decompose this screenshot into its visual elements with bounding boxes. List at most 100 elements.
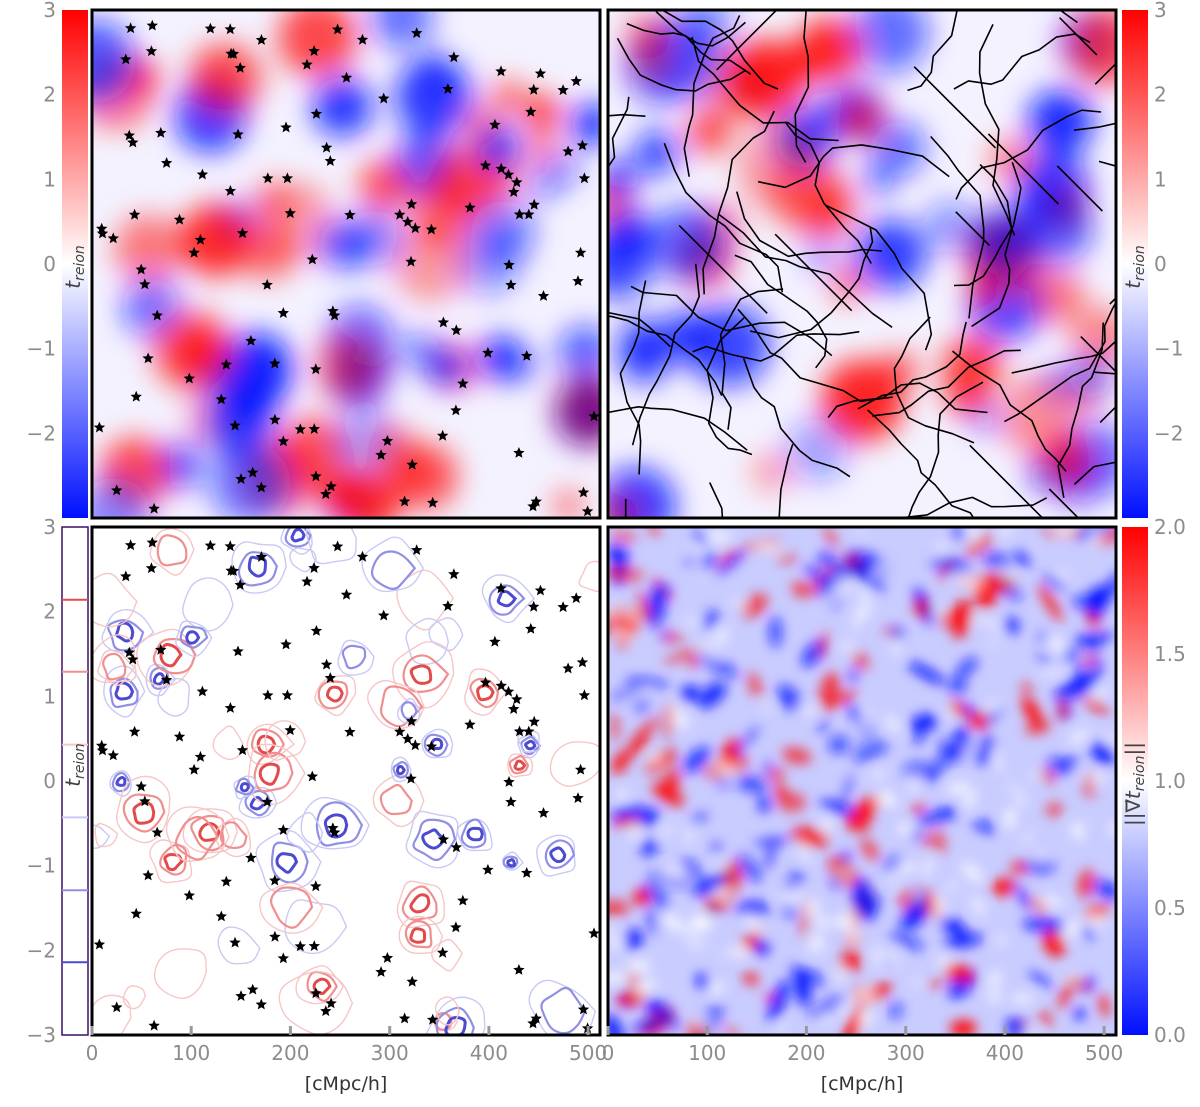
high-gradient-region <box>944 964 975 982</box>
colorbar-bottom-left-tick-label: 1 <box>43 684 56 708</box>
star-marker <box>328 309 341 321</box>
contour-negative <box>217 926 261 965</box>
contour-negative <box>435 1006 475 1035</box>
boundary-line <box>630 285 833 357</box>
low-value-region <box>785 418 850 482</box>
boundary-line <box>608 406 748 451</box>
star-marker <box>576 656 589 668</box>
low-gradient-region <box>736 901 770 917</box>
mid-gradient-region <box>974 616 984 626</box>
low-gradient-region <box>947 527 969 544</box>
contour-negative <box>290 528 306 543</box>
star-marker <box>448 568 460 580</box>
star-marker <box>220 875 232 887</box>
star-marker <box>534 67 547 79</box>
low-value-region <box>545 152 579 186</box>
low-value-region <box>204 393 273 463</box>
star-marker <box>255 481 267 493</box>
colorbar-top-left-tick-label: 1 <box>43 167 56 191</box>
mid-gradient-region <box>1057 570 1068 580</box>
mid-gradient-region <box>685 618 702 625</box>
low-gradient-region <box>808 1008 825 1019</box>
star-marker <box>378 92 390 104</box>
star-marker <box>310 987 322 999</box>
star-marker <box>111 1001 123 1013</box>
contour-negative <box>115 775 127 787</box>
star-marker <box>148 1019 160 1031</box>
mid-gradient-region <box>894 861 916 873</box>
star-marker <box>402 733 414 744</box>
star-marker <box>194 233 207 245</box>
low-gradient-region <box>623 928 643 950</box>
star-marker <box>301 58 313 70</box>
colorbar-top-right-tick-label: −1 <box>1154 337 1183 361</box>
low-gradient-region <box>640 838 659 857</box>
mid-gradient-region <box>816 914 828 927</box>
star-marker <box>294 940 306 952</box>
low-gradient-region <box>817 568 850 597</box>
star-marker <box>574 246 587 258</box>
panel-bottom-left <box>90 525 602 1037</box>
star-marker <box>375 966 387 977</box>
star-marker <box>508 703 520 714</box>
contour-negative <box>275 852 299 874</box>
mid-gradient-region <box>871 963 886 969</box>
high-gradient-region <box>852 651 870 670</box>
mid-gradient-region <box>615 631 635 640</box>
contour-positive <box>259 882 324 934</box>
star-marker <box>310 625 323 636</box>
boundary-line <box>1073 461 1116 485</box>
contour-negative <box>488 584 526 616</box>
star-marker <box>139 278 151 290</box>
mid-gradient-region <box>1084 916 1107 926</box>
mid-gradient-region <box>1070 822 1085 833</box>
mid-gradient-region <box>1022 1028 1041 1035</box>
mid-gradient-region <box>881 793 897 808</box>
low-value-region <box>92 20 136 104</box>
high-gradient-region <box>1040 768 1056 784</box>
high-gradient-region <box>781 747 812 765</box>
contour-negative <box>237 551 278 587</box>
contour-negative <box>179 625 209 649</box>
low-gradient-region <box>659 628 670 640</box>
high-value-region <box>490 79 527 117</box>
low-gradient-region <box>734 775 769 794</box>
high-gradient-region <box>911 801 924 816</box>
colorbar-bottom-right-tick-label: 1.0 <box>1154 769 1186 793</box>
mid-gradient-region <box>777 889 804 904</box>
contour-positive <box>396 880 445 928</box>
boundary-line <box>978 24 1016 236</box>
star-marker <box>215 910 227 922</box>
star-marker <box>306 253 318 265</box>
star-marker <box>255 998 267 1010</box>
high-gradient-region <box>610 711 620 742</box>
star-marker <box>557 84 569 96</box>
high-gradient-region <box>913 598 930 618</box>
mid-gradient-region <box>871 562 887 579</box>
mid-gradient-region <box>627 960 652 972</box>
star-marker <box>495 162 507 174</box>
contour-positive <box>464 668 508 716</box>
star-marker <box>145 45 158 57</box>
low-gradient-region <box>1074 662 1086 695</box>
star-marker <box>489 118 501 130</box>
low-gradient-region <box>940 916 968 938</box>
contour-negative <box>423 733 449 757</box>
low-gradient-region <box>638 807 659 827</box>
star-marker <box>234 579 246 590</box>
boundary-lines <box>608 10 1116 518</box>
mid-gradient-region <box>990 747 1002 772</box>
star-marker <box>411 544 423 555</box>
star-marker <box>224 23 236 35</box>
low-gradient-region <box>703 553 716 566</box>
mid-gradient-region <box>912 978 921 988</box>
star-marker <box>308 940 320 951</box>
panel-frame <box>90 8 602 520</box>
high-value-region <box>277 10 358 78</box>
contour-negative <box>249 795 267 811</box>
high-gradient-region <box>1083 904 1110 920</box>
high-gradient-region <box>1083 697 1109 714</box>
star-marker <box>588 410 600 422</box>
low-value-region <box>870 120 926 177</box>
boundary-line <box>778 443 794 518</box>
